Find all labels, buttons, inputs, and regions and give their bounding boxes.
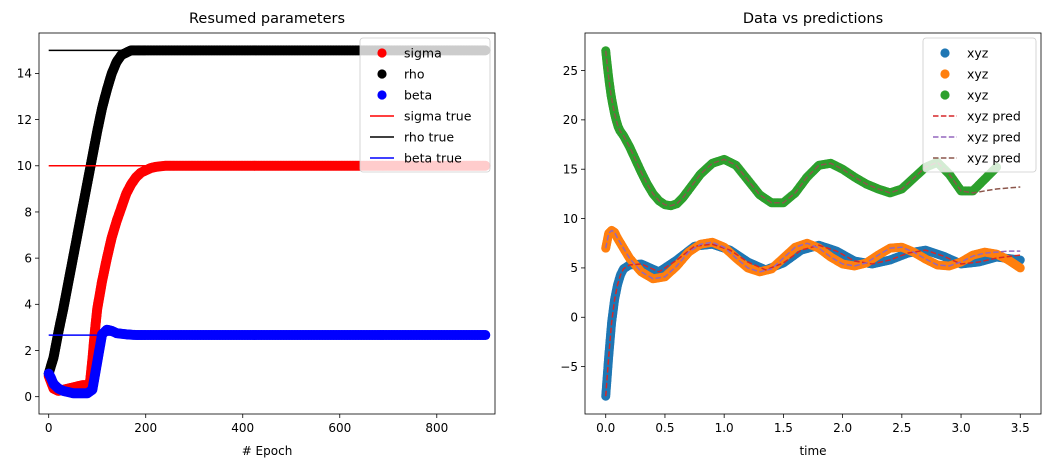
legend-label: xyz bbox=[967, 46, 989, 61]
chart-1: 0 200 400 600 800 0 2 4 6 8 10 12 14 Resumed paramete… bbox=[17, 11, 496, 458]
y-tick-label: 0 bbox=[24, 390, 32, 404]
x-axis-label: time bbox=[799, 444, 826, 458]
plot-area bbox=[601, 46, 1025, 401]
x-tick-label: 0.0 bbox=[596, 421, 615, 435]
legend: sigma rho beta sigma true rho true beta true bbox=[359, 37, 491, 173]
legend-label: rho true bbox=[404, 130, 454, 145]
legend-label: beta true bbox=[404, 151, 462, 166]
data-point bbox=[1015, 263, 1025, 273]
y-tick-label: 5 bbox=[570, 261, 578, 275]
legend-marker bbox=[377, 69, 387, 79]
legend: xyz xyz xyz xyz pred xyz pred xyz pred bbox=[922, 37, 1037, 173]
legend-label: xyz pred bbox=[967, 109, 1021, 124]
y-tick-label: −5 bbox=[560, 360, 578, 374]
legend-label: beta bbox=[404, 88, 432, 103]
y-tick-label: 12 bbox=[17, 113, 32, 127]
legend-label: sigma true bbox=[404, 109, 472, 124]
x-tick-label: 1.0 bbox=[715, 421, 734, 435]
y-tick-label: 0 bbox=[570, 311, 578, 325]
y-tick-label: 14 bbox=[17, 67, 32, 81]
legend-label: xyz bbox=[967, 88, 989, 103]
legend-marker bbox=[377, 48, 387, 58]
x-axis-label: # Epoch bbox=[242, 444, 293, 458]
x-tick-label: 1.5 bbox=[774, 421, 793, 435]
x-tick-label: 2.0 bbox=[833, 421, 852, 435]
series-line bbox=[604, 50, 1021, 207]
x-tick-label: 600 bbox=[328, 421, 351, 435]
series-line bbox=[604, 229, 1021, 280]
y-tick-label: 8 bbox=[24, 205, 32, 219]
axes-frame bbox=[38, 32, 496, 415]
y-tick-label: 15 bbox=[563, 163, 578, 177]
y-tick-label: 6 bbox=[24, 251, 32, 265]
legend-marker bbox=[940, 90, 950, 100]
x-tick-label: 2.5 bbox=[892, 421, 911, 435]
x-tick-label: 200 bbox=[134, 421, 157, 435]
series-sigma bbox=[43, 160, 491, 396]
series-xyz bbox=[601, 225, 1025, 284]
legend-label: xyz pred bbox=[967, 130, 1021, 145]
legend-marker bbox=[940, 69, 950, 79]
x-tick-label: 3.5 bbox=[1011, 421, 1030, 435]
legend-label: sigma bbox=[404, 46, 442, 61]
chart-title: Data vs predictions bbox=[743, 11, 883, 27]
legend-label: xyz bbox=[967, 67, 989, 82]
x-tick-label: 400 bbox=[231, 421, 254, 435]
axes-frame bbox=[584, 32, 1042, 415]
series-xyz-pred bbox=[604, 50, 1021, 207]
y-tick-label: 10 bbox=[17, 159, 32, 173]
series-xyz-pred bbox=[604, 243, 1021, 397]
y-tick-label: 20 bbox=[563, 113, 578, 127]
x-tick-label: 0 bbox=[45, 421, 53, 435]
chart-title: Resumed parameters bbox=[189, 11, 345, 27]
x-tick-label: 0.5 bbox=[655, 421, 674, 435]
y-tick-label: 25 bbox=[563, 64, 578, 78]
legend-box bbox=[922, 37, 1037, 173]
chart-2: 0.0 0.5 1.0 1.5 2.0 2.5 3.0 3.5 −5 0 5 10 15 20 25 Data… bbox=[560, 11, 1042, 458]
y-tick-label: 4 bbox=[24, 298, 32, 312]
series-line bbox=[604, 243, 1021, 397]
series-xyz-pred bbox=[604, 229, 1021, 280]
legend-box bbox=[359, 37, 491, 173]
legend-label: xyz pred bbox=[967, 151, 1021, 166]
legend-label: rho bbox=[404, 67, 425, 82]
x-tick-label: 800 bbox=[425, 421, 448, 435]
x-tick-label: 3.0 bbox=[952, 421, 971, 435]
legend-marker bbox=[940, 48, 950, 58]
y-tick-label: 10 bbox=[563, 212, 578, 226]
y-tick-label: 2 bbox=[24, 344, 32, 358]
legend-marker bbox=[377, 90, 387, 100]
